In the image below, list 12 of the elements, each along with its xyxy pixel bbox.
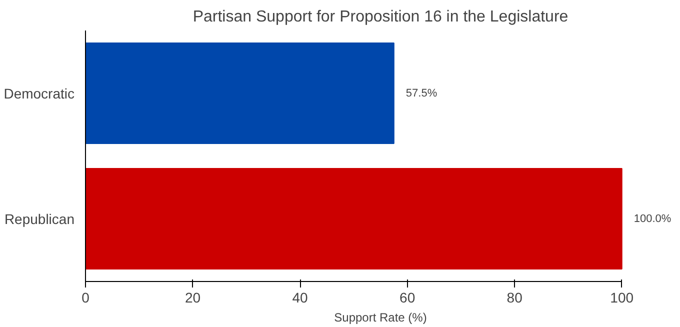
data-label: 100.0% (634, 212, 672, 225)
x-tick-label: 20 (184, 290, 201, 306)
chart-title: Partisan Support for Proposition 16 in the Legislature (192, 8, 568, 26)
x-tick-label: 40 (292, 290, 308, 306)
y-tick-label: Republican (4, 210, 75, 227)
x-tick-label: 100 (610, 290, 634, 306)
x-tick-label: 60 (400, 290, 416, 306)
data-label: 57.5% (406, 87, 438, 100)
x-tick-label: 80 (506, 290, 523, 306)
y-tick-label: Democratic (4, 85, 75, 102)
x-axis-title: Support Rate (%) (334, 310, 427, 324)
x-tick-label: 0 (82, 290, 90, 306)
